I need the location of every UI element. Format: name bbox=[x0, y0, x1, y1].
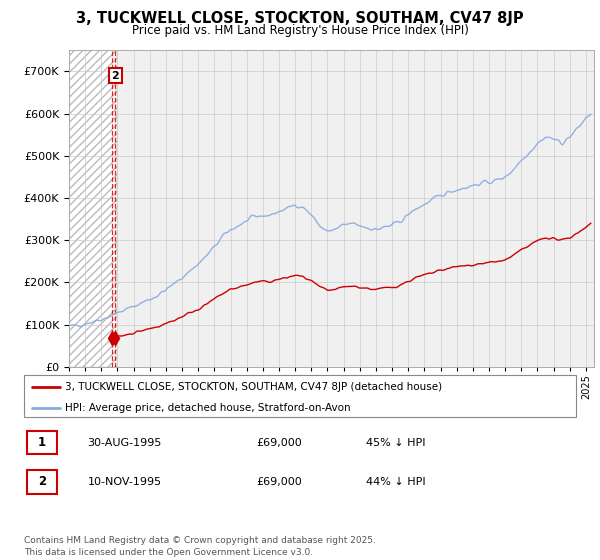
Text: 45% ↓ HPI: 45% ↓ HPI bbox=[366, 438, 426, 447]
Text: 3, TUCKWELL CLOSE, STOCKTON, SOUTHAM, CV47 8JP (detached house): 3, TUCKWELL CLOSE, STOCKTON, SOUTHAM, CV… bbox=[65, 381, 443, 391]
Text: 2: 2 bbox=[112, 71, 119, 81]
Text: 30-AUG-1995: 30-AUG-1995 bbox=[88, 438, 162, 447]
Text: HPI: Average price, detached house, Stratford-on-Avon: HPI: Average price, detached house, Stra… bbox=[65, 403, 351, 413]
Bar bbox=[27, 431, 57, 454]
Text: 10-NOV-1995: 10-NOV-1995 bbox=[88, 477, 161, 487]
Text: 44% ↓ HPI: 44% ↓ HPI bbox=[366, 477, 426, 487]
Text: Price paid vs. HM Land Registry's House Price Index (HPI): Price paid vs. HM Land Registry's House … bbox=[131, 24, 469, 37]
Text: 2: 2 bbox=[38, 475, 46, 488]
Bar bbox=[27, 470, 57, 493]
Bar bbox=[69, 50, 118, 367]
Text: 1: 1 bbox=[38, 436, 46, 449]
Text: Contains HM Land Registry data © Crown copyright and database right 2025.
This d: Contains HM Land Registry data © Crown c… bbox=[24, 536, 376, 557]
Text: £69,000: £69,000 bbox=[256, 438, 302, 447]
Text: 3, TUCKWELL CLOSE, STOCKTON, SOUTHAM, CV47 8JP: 3, TUCKWELL CLOSE, STOCKTON, SOUTHAM, CV… bbox=[76, 11, 524, 26]
Text: £69,000: £69,000 bbox=[256, 477, 302, 487]
